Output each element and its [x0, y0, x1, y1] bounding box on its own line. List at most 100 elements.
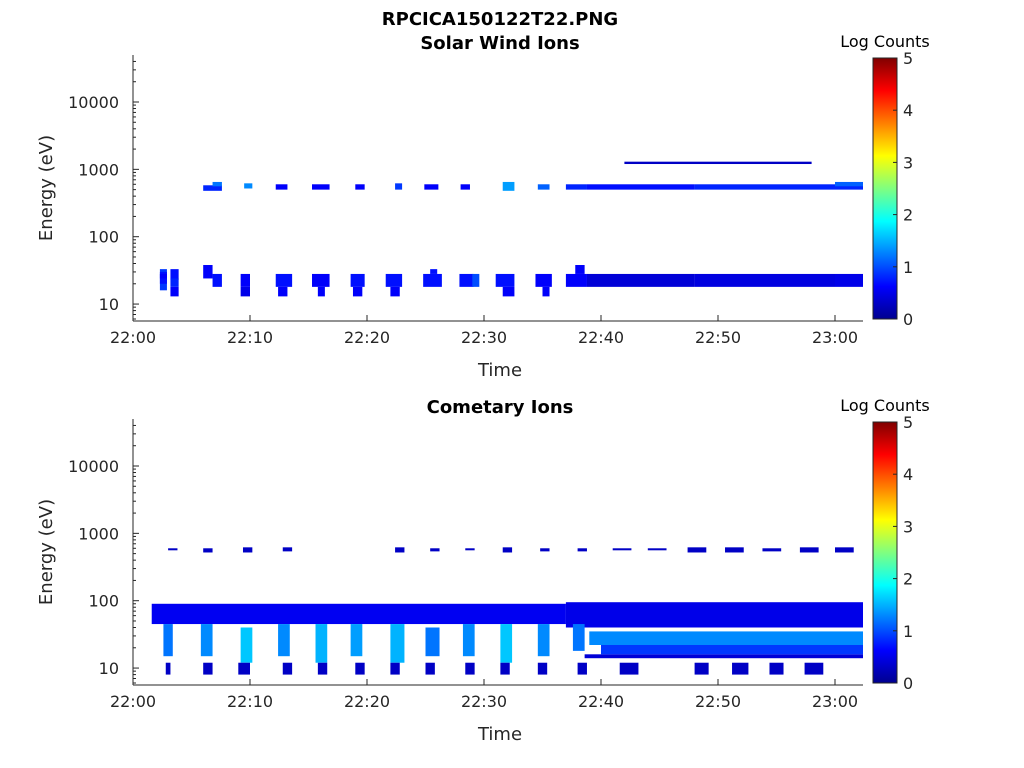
heatmap-cell: [619, 662, 639, 675]
heatmap-cell: [465, 548, 475, 551]
heatmap-cell: [465, 662, 475, 675]
heatmap-cell: [500, 624, 513, 663]
heatmap-cell: [586, 273, 695, 287]
heatmap-cell: [762, 548, 782, 552]
y-tick-label: 1000: [78, 524, 119, 543]
heatmap-cell: [799, 547, 819, 553]
panel-1-x-ticks: 22:00 22:10 22:20 22:30 22:40 22:50 23:00: [110, 315, 858, 347]
heatmap-cell: [769, 662, 784, 675]
heatmap-cell: [159, 273, 167, 279]
panel-2-heatmap-cells: [151, 547, 863, 675]
colorbar-tick-label: 0: [903, 310, 913, 329]
heatmap-cell: [242, 547, 253, 553]
panel-1-y-ticks: 10 100 1000 10000: [68, 60, 139, 320]
heatmap-cell: [390, 624, 405, 663]
heatmap-cell: [350, 624, 363, 657]
panel-2-x-ticks: 22:00 22:10 22:20 22:30 22:40 22:50 23:00: [110, 679, 858, 711]
heatmap-cell: [165, 662, 171, 675]
colorbar-tick-label: 2: [903, 570, 913, 589]
heatmap-cell: [542, 286, 550, 297]
y-tick-label: 10000: [68, 457, 119, 476]
x-tick-label: 22:10: [227, 692, 273, 711]
heatmap-cell: [203, 548, 213, 553]
heatmap-cell: [282, 547, 293, 552]
heatmap-cell: [275, 184, 288, 190]
panel-1-colorbar-ticks: 0 1 2 3 4 5: [893, 49, 913, 329]
heatmap-cell: [430, 548, 440, 552]
heatmap-cell: [425, 662, 435, 675]
heatmap-cell: [355, 662, 365, 675]
heatmap-cell: [694, 662, 709, 675]
x-tick-label: 22:50: [695, 692, 741, 711]
panel-2-colorbar-ticks: 0 1 2 3 4 5: [893, 413, 913, 693]
heatmap-cell: [586, 184, 695, 190]
heatmap-cell: [390, 286, 400, 297]
heatmap-cell: [275, 273, 293, 287]
heatmap-cell: [151, 603, 566, 625]
heatmap-cell: [278, 286, 288, 297]
heatmap-cell: [212, 181, 222, 187]
x-tick-label: 22:00: [110, 328, 156, 347]
heatmap-cell: [352, 286, 363, 297]
heatmap-cell: [572, 624, 585, 651]
panel-2-colorbar: [873, 422, 897, 683]
panel-1-colorbar-frame: [872, 57, 898, 320]
colorbar-tick-label: 0: [903, 674, 913, 693]
panel-2-colorbar-frame: [872, 421, 898, 684]
heatmap-cell: [278, 624, 290, 657]
panel-2-y-ticks: 10 100 1000 10000: [68, 424, 139, 684]
heatmap-cell: [502, 181, 515, 191]
x-tick-label: 23:00: [812, 328, 858, 347]
colorbar-tick-label: 2: [903, 206, 913, 225]
panel-1-y-label: Energy (eV): [36, 135, 57, 241]
heatmap-cell: [240, 286, 250, 297]
heatmap-cell: [500, 662, 510, 675]
heatmap-cell: [502, 547, 513, 553]
colorbar-tick-label: 1: [903, 258, 913, 277]
heatmap-cell: [425, 627, 440, 657]
heatmap-cell: [312, 184, 330, 190]
heatmap-cell: [575, 265, 585, 274]
panel-1-colorbar-label: Log Counts: [840, 32, 930, 51]
panel-2-colorbar-label: Log Counts: [840, 396, 930, 415]
heatmap-cell: [835, 181, 863, 187]
x-tick-label: 22:20: [344, 692, 390, 711]
heatmap-cell: [687, 547, 707, 553]
heatmap-cell: [835, 273, 863, 287]
panel-solar-wind-ions: Solar Wind Ions 22:00 22:10 22:20 22:30 22:4…: [36, 32, 930, 381]
heatmap-cell: [317, 286, 325, 297]
heatmap-cell: [584, 654, 863, 659]
heatmap-cell: [385, 273, 403, 287]
heatmap-cell: [577, 662, 587, 675]
heatmap-cell: [725, 547, 744, 553]
heatmap-cell: [589, 631, 863, 645]
heatmap-cell: [612, 548, 632, 551]
heatmap-cell: [624, 161, 812, 165]
colorbar-tick-label: 5: [903, 413, 913, 432]
panel-2-x-label: Time: [477, 724, 522, 745]
heatmap-cell: [240, 627, 253, 663]
heatmap-cell: [537, 184, 550, 190]
heatmap-cell: [565, 184, 587, 190]
panel-1-colorbar: [873, 58, 897, 319]
heatmap-cell: [315, 624, 328, 663]
heatmap-cell: [350, 273, 365, 287]
x-tick-label: 22:10: [227, 328, 273, 347]
y-tick-label: 10: [99, 659, 119, 678]
heatmap-cell: [537, 662, 548, 675]
heatmap-cell: [395, 183, 403, 190]
heatmap-cell: [537, 624, 550, 657]
colorbar-tick-label: 5: [903, 49, 913, 68]
heatmap-cell: [244, 183, 253, 189]
heatmap-cell: [170, 278, 179, 287]
heatmap-cell: [804, 662, 824, 675]
heatmap-cell: [472, 273, 480, 287]
colorbar-tick-label: 4: [903, 101, 913, 120]
colorbar-tick-label: 4: [903, 465, 913, 484]
heatmap-cell: [535, 273, 552, 287]
heatmap-cell: [430, 269, 438, 274]
heatmap-cell: [170, 286, 179, 297]
heatmap-cell: [462, 624, 475, 657]
heatmap-cell: [163, 624, 173, 657]
